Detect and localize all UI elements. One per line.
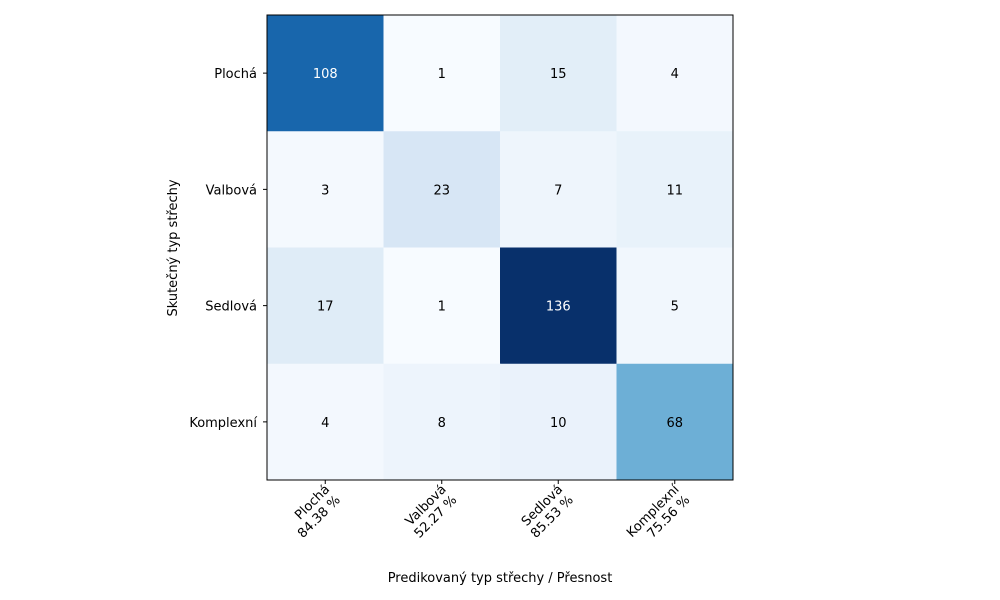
cell-value-label: 4 <box>671 67 679 82</box>
heatmap-cells: 108 1 15 4 3 23 7 11 17 1 136 5 4 8 10 68 <box>267 15 734 481</box>
heatmap-cell <box>267 247 384 365</box>
y-tick-label: Valbová <box>206 183 257 198</box>
cell-value-label: 15 <box>550 67 567 82</box>
cell-value-label: 11 <box>666 183 683 198</box>
cell-value-label: 7 <box>554 183 562 198</box>
y-axis-label: Skutečný typ střechy <box>166 179 181 316</box>
y-tick-label: Plochá <box>214 67 257 82</box>
heatmap-cell <box>616 15 734 132</box>
heatmap-cell <box>616 247 734 365</box>
heatmap-cell <box>500 363 617 481</box>
heatmap-cell <box>383 131 501 248</box>
heatmap-cell <box>267 131 384 248</box>
cell-value-label: 68 <box>666 416 683 431</box>
cell-value-label: 1 <box>438 300 446 315</box>
cell-value-label: 8 <box>438 416 446 431</box>
cell-value-label: 4 <box>321 416 329 431</box>
heatmap-cell <box>500 247 617 365</box>
y-tick-label: Komplexní <box>189 416 257 431</box>
x-axis-label: Predikovaný typ střechy / Přesnost <box>388 571 613 586</box>
heatmap-cell <box>500 15 617 132</box>
heatmap-cell <box>267 15 384 132</box>
cell-value-label: 3 <box>321 183 329 198</box>
heatmap-cell <box>500 131 617 248</box>
heatmap-cell <box>616 363 734 481</box>
plot-frame <box>266 14 734 481</box>
cell-value-label: 10 <box>550 416 567 431</box>
heatmap-cell <box>267 363 384 481</box>
cell-value-label: 108 <box>313 67 338 82</box>
heatmap-cell <box>383 247 501 365</box>
cell-value-label: 5 <box>671 300 679 315</box>
heatmap-cell <box>616 131 734 248</box>
heatmap-cell <box>383 15 501 132</box>
cell-value-label: 23 <box>433 183 450 198</box>
cell-value-label: 1 <box>438 67 446 82</box>
cell-value-label: 17 <box>317 300 334 315</box>
cell-value-label: 136 <box>546 300 571 315</box>
y-tick-label: Sedlová <box>205 300 257 315</box>
heatmap-cell <box>383 363 501 481</box>
y-ticks: Plochá Valbová Sedlová Komplexní <box>189 67 267 431</box>
